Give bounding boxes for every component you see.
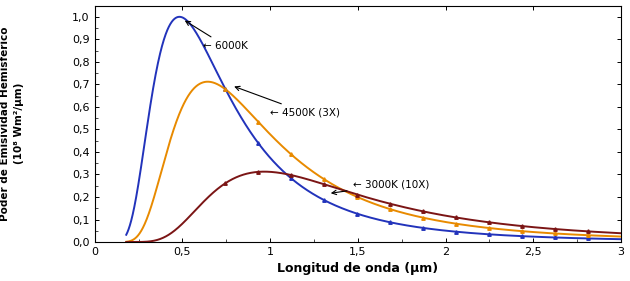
X-axis label: Longitud de onda (μm): Longitud de onda (μm) <box>277 262 438 275</box>
Text: ← 4500K (3X): ← 4500K (3X) <box>235 86 340 117</box>
Text: ← 3000K (10X): ← 3000K (10X) <box>332 180 429 195</box>
Y-axis label: Poder de Emisividad Hemisférico
(10⁸ Wm²/μm): Poder de Emisividad Hemisférico (10⁸ Wm²… <box>1 26 23 221</box>
Text: ← 6000K: ← 6000K <box>186 21 248 51</box>
